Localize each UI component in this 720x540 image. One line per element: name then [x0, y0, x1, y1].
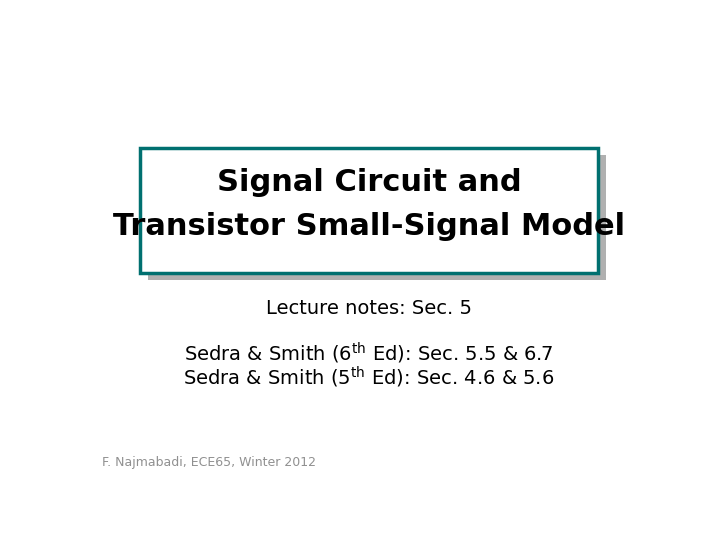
Text: Transistor Small-Signal Model: Transistor Small-Signal Model [113, 212, 625, 241]
Text: F. Najmabadi, ECE65, Winter 2012: F. Najmabadi, ECE65, Winter 2012 [102, 456, 316, 469]
FancyBboxPatch shape [148, 156, 606, 280]
Text: Lecture notes: Sec. 5: Lecture notes: Sec. 5 [266, 299, 472, 318]
Text: Sedra & Smith (6$^{\mathregular{th}}$ Ed): Sec. 5.5 & 6.7: Sedra & Smith (6$^{\mathregular{th}}$ Ed… [184, 341, 554, 366]
FancyBboxPatch shape [140, 148, 598, 273]
Text: Signal Circuit and: Signal Circuit and [217, 167, 521, 197]
Text: Sedra & Smith (5$^{\mathregular{th}}$ Ed): Sec. 4.6 & 5.6: Sedra & Smith (5$^{\mathregular{th}}$ Ed… [184, 365, 554, 390]
